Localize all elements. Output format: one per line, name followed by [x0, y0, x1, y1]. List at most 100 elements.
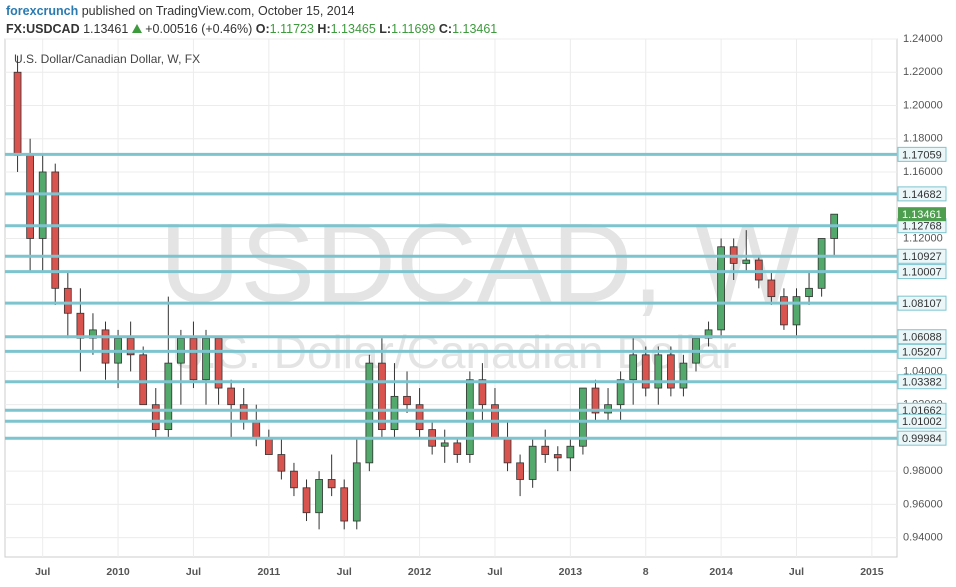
author[interactable]: forexcrunch	[6, 4, 79, 18]
candle-body	[403, 395, 411, 406]
y-tick-label: 0.96000	[903, 498, 943, 510]
level-label-box	[897, 186, 947, 202]
y-tick-label: 1.16000	[903, 166, 943, 178]
candle-body	[453, 442, 462, 455]
candle-body	[365, 362, 374, 464]
x-tick-label: Jul	[487, 566, 502, 578]
watermark: USDCAD, W	[160, 201, 801, 326]
level-label: 1.06088	[902, 332, 942, 344]
change: +0.00516	[145, 22, 198, 36]
candle-body	[465, 379, 474, 455]
y-tick-label: 1.24000	[903, 33, 943, 45]
candle-body	[579, 387, 587, 447]
level-label: 1.10927	[902, 251, 942, 263]
candle-body	[239, 404, 248, 422]
x-tick-label: 8	[643, 566, 649, 578]
x-tick-label: 2015	[860, 566, 884, 578]
candle-body	[817, 238, 826, 289]
level-label-box	[897, 295, 947, 311]
candle-body	[352, 462, 361, 522]
candle-body	[202, 337, 210, 381]
candle-body	[528, 445, 537, 480]
candle-body	[792, 296, 801, 326]
y-tick-label: 1.20000	[903, 99, 943, 111]
level-label: 0.99984	[902, 433, 942, 445]
candle-body	[679, 362, 688, 389]
candle-body	[13, 71, 22, 156]
candle-body	[566, 445, 575, 459]
candle-body	[754, 259, 763, 281]
candle-body	[38, 171, 47, 239]
y-tick-label: 1.12000	[903, 232, 943, 244]
x-tick-label: Jul	[789, 566, 804, 578]
candle-body	[164, 362, 173, 431]
candle-body	[51, 171, 60, 289]
chart-title: U.S. Dollar/Canadian Dollar, W, FX	[14, 52, 200, 66]
ohlc-label: H:	[317, 22, 331, 36]
candle-body	[478, 379, 487, 406]
header: forexcrunch published on TradingView.com…	[6, 2, 497, 38]
ohlc-label: L:	[379, 22, 392, 36]
published: published on TradingView.com, October 15…	[81, 4, 355, 18]
candle-body	[252, 420, 261, 439]
level-label: 1.17059	[902, 149, 942, 161]
x-tick-label: Jul	[337, 566, 352, 578]
candle-body	[189, 337, 198, 381]
candle-body	[290, 470, 298, 489]
candle-body	[553, 454, 562, 459]
candle-body	[641, 354, 650, 389]
x-tick-label: 2011	[257, 566, 280, 578]
candle-body	[390, 395, 399, 431]
last-price-label: 1.13461	[902, 209, 942, 221]
level-label: 1.05207	[902, 346, 942, 358]
x-tick-label: Jul	[35, 566, 50, 578]
candle-body	[591, 387, 600, 414]
level-label-box	[897, 413, 947, 429]
candle-body	[277, 454, 286, 472]
y-tick-label: 0.98000	[903, 465, 943, 477]
candle-body	[63, 287, 72, 314]
y-tick-label: 1.18000	[903, 133, 943, 145]
level-label-box	[897, 264, 947, 280]
candle-body	[378, 362, 386, 431]
level-label: 1.01002	[902, 416, 942, 428]
y-tick-label: 1.22000	[903, 66, 943, 78]
ohlc-label: C:	[438, 22, 453, 36]
level-label-box	[897, 343, 947, 359]
ohlc-value: 1.13465	[330, 22, 376, 36]
last: 1.13461	[83, 22, 129, 36]
last-price-box	[898, 207, 946, 222]
candle-body	[503, 437, 512, 464]
candle-body	[340, 487, 349, 522]
candle-body	[264, 437, 273, 455]
candle-body	[76, 312, 85, 339]
candle-body	[629, 354, 638, 381]
candle-body	[227, 387, 235, 406]
x-tick-label: Jul	[186, 566, 201, 578]
ohlc-label: O:	[255, 22, 270, 36]
level-label: 1.14682	[902, 189, 942, 201]
candle-body	[440, 442, 449, 447]
candle-body	[327, 479, 336, 489]
level-label-box	[897, 430, 947, 446]
x-tick-label: 2012	[408, 566, 432, 578]
ohlc-value: 1.13461	[452, 22, 498, 36]
level-label: 1.10007	[902, 266, 942, 278]
candle-body	[616, 379, 625, 406]
candle-body	[805, 287, 813, 298]
candle-body	[415, 404, 424, 431]
level-label: 1.12768	[902, 221, 942, 233]
candle-body	[516, 462, 524, 480]
level-label-box	[897, 248, 947, 264]
x-tick-label: 2013	[559, 566, 583, 578]
ohlc-value: 1.11699	[391, 22, 436, 36]
candle-body	[654, 354, 663, 389]
up-arrow	[131, 24, 142, 33]
candle-body	[151, 404, 160, 431]
ohlc-value: 1.11723	[269, 22, 314, 36]
y-tick-label: 0.94000	[903, 532, 943, 544]
symbol: FX:USDCAD	[6, 22, 80, 36]
candle-body	[541, 445, 550, 455]
level-label-box	[897, 329, 947, 345]
